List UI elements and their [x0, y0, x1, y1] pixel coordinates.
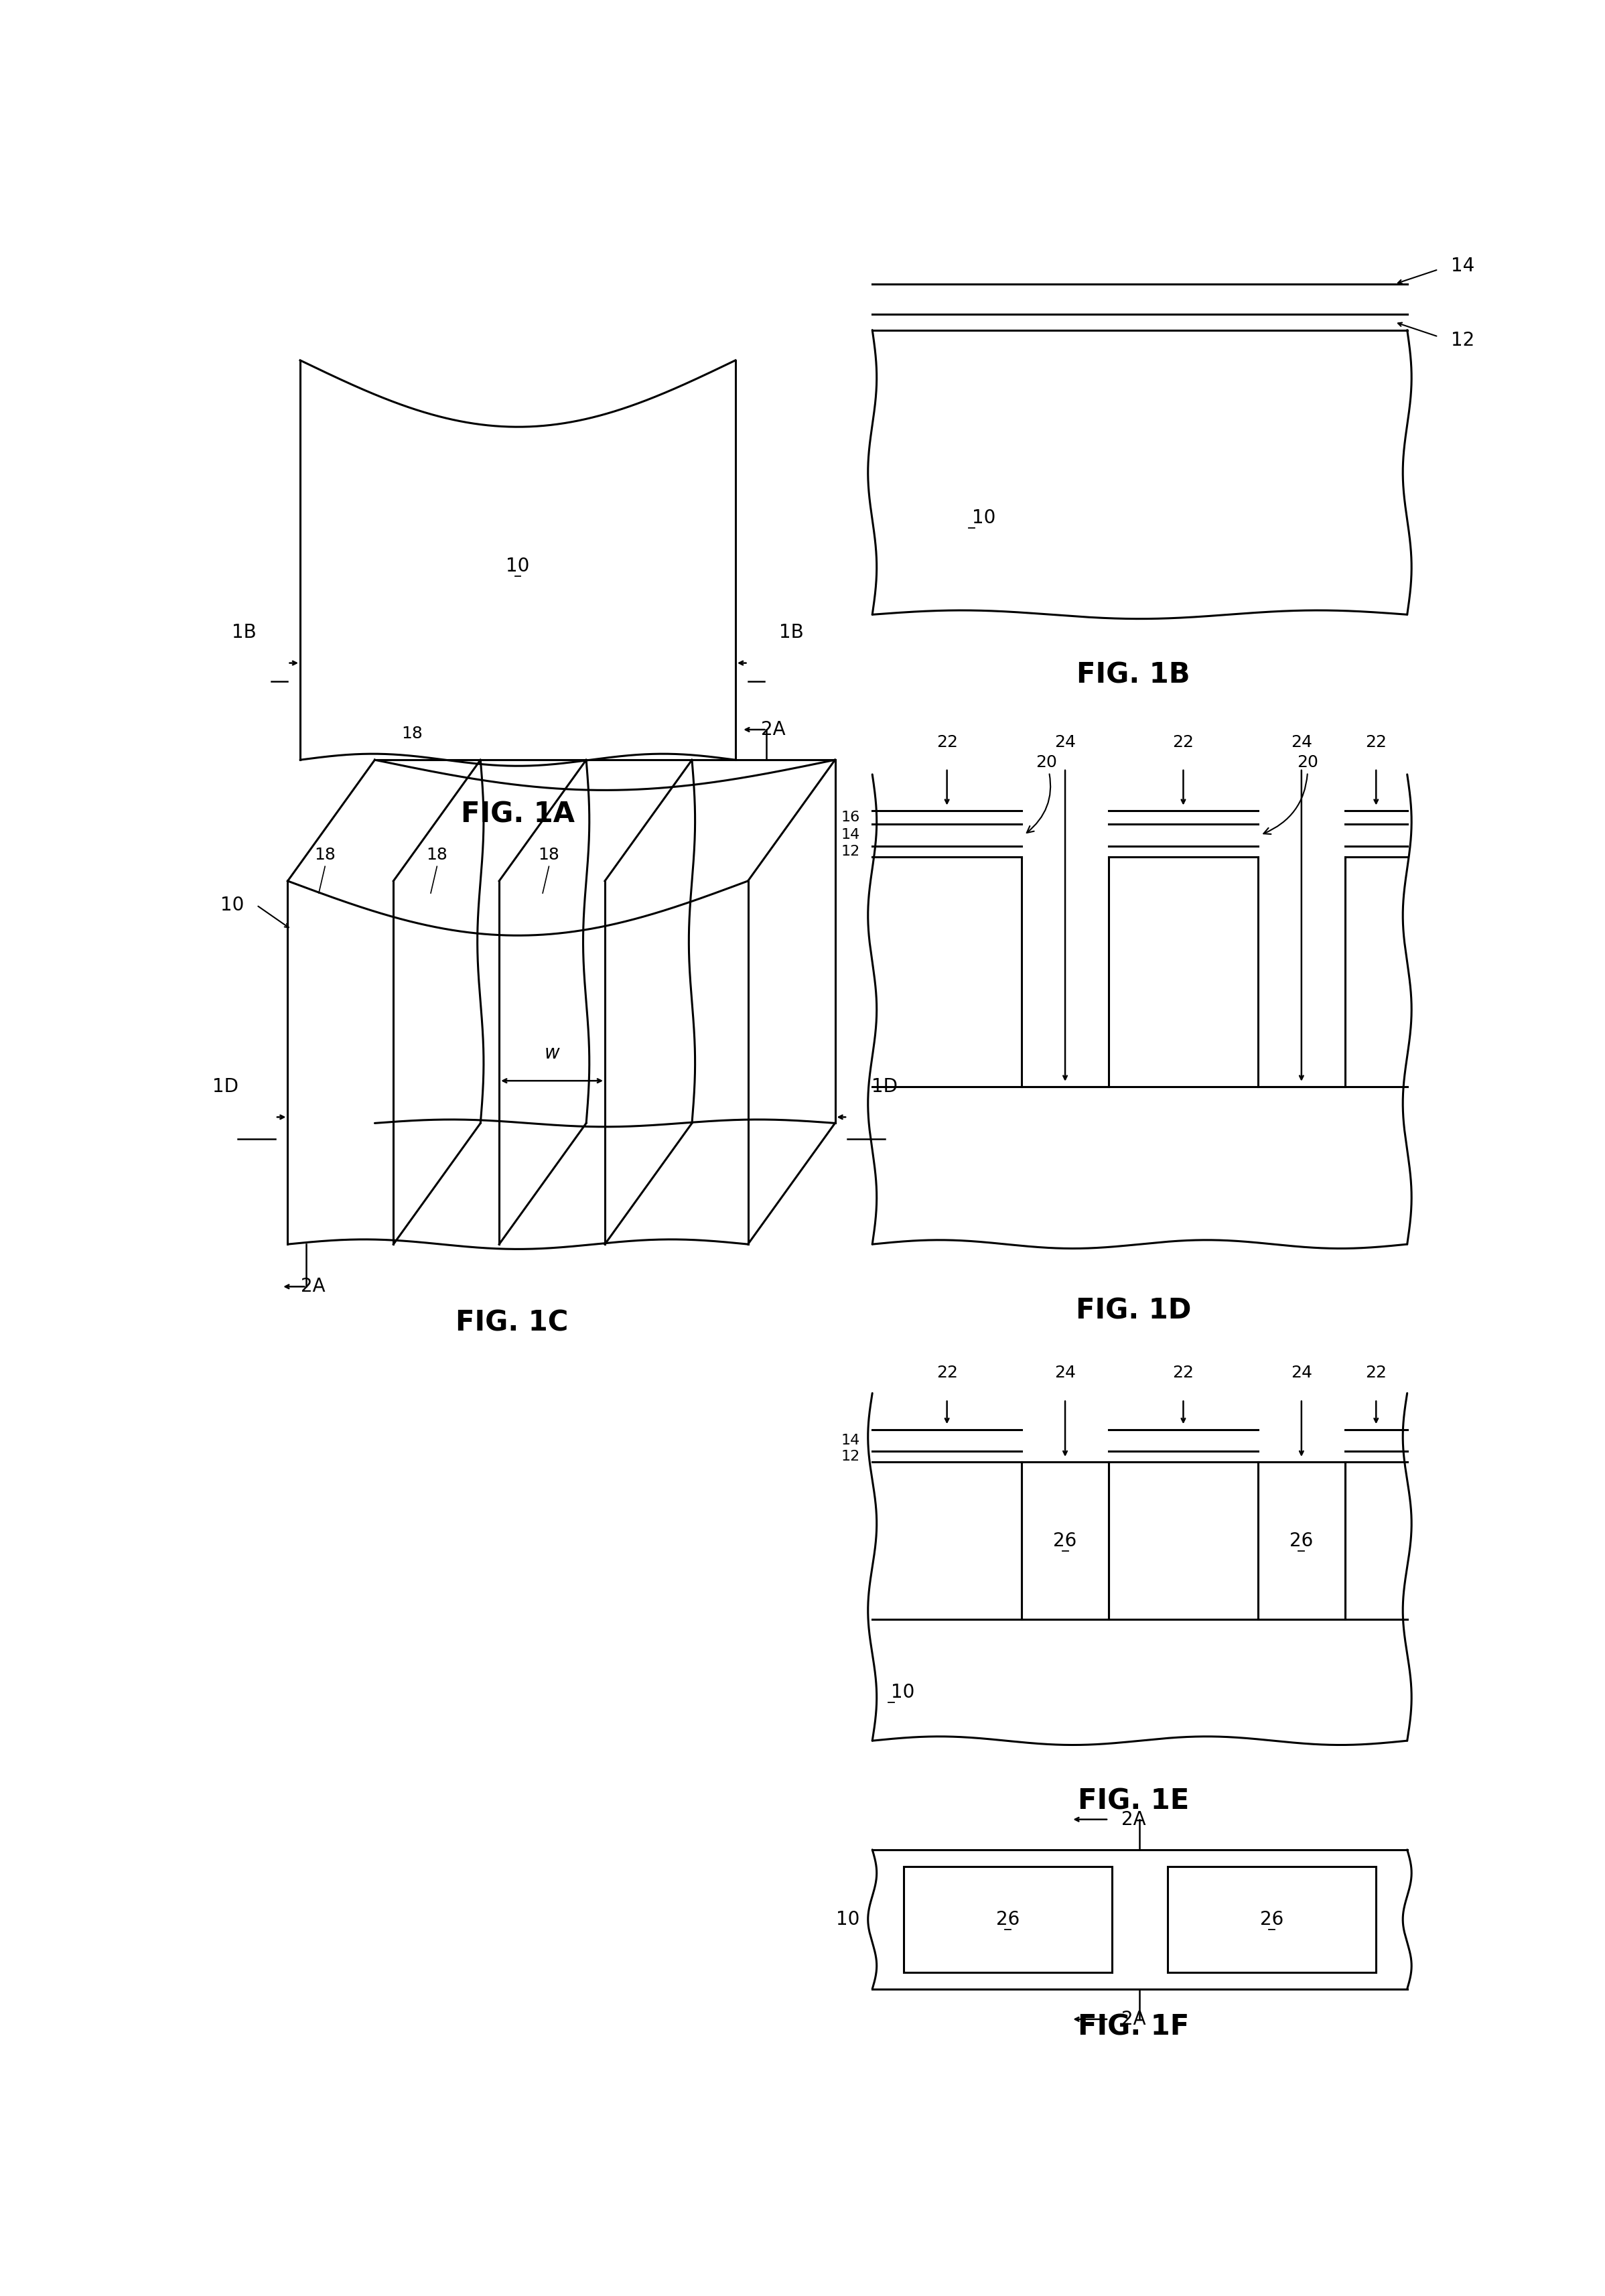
Text: 24: 24: [1054, 1366, 1075, 1382]
Text: 26: 26: [1053, 1531, 1077, 1550]
Text: 26: 26: [1290, 1531, 1313, 1550]
Text: 22: 22: [1366, 735, 1387, 751]
Text: FIG. 1E: FIG. 1E: [1079, 1786, 1189, 1816]
Bar: [1258, 1463, 1345, 1619]
Text: 20: 20: [1263, 755, 1318, 833]
Bar: [1168, 1867, 1375, 1972]
Text: FIG. 1C: FIG. 1C: [456, 1309, 568, 1336]
Text: 1D: 1D: [212, 1077, 239, 1095]
Text: 18: 18: [538, 847, 560, 863]
Text: 10: 10: [973, 507, 995, 528]
Text: 24: 24: [1290, 1366, 1313, 1382]
Text: 22: 22: [1173, 1366, 1194, 1382]
Text: 22: 22: [1173, 735, 1194, 751]
Text: 16: 16: [841, 810, 860, 824]
Text: 2A: 2A: [1122, 1809, 1146, 1830]
Text: 10: 10: [506, 556, 530, 576]
Text: 18: 18: [315, 847, 335, 863]
Text: 18: 18: [401, 726, 422, 742]
Text: 14: 14: [841, 1433, 860, 1446]
Text: FIG. 1F: FIG. 1F: [1079, 2014, 1189, 2041]
Bar: [1022, 1463, 1109, 1619]
Text: 10: 10: [220, 895, 244, 914]
Text: 22: 22: [936, 1366, 958, 1382]
Text: 12: 12: [841, 1451, 860, 1463]
Text: 24: 24: [1290, 735, 1313, 751]
Text: 14: 14: [1451, 257, 1475, 276]
Text: 1D: 1D: [872, 1077, 897, 1095]
Text: 10: 10: [891, 1683, 915, 1701]
Text: 18: 18: [427, 847, 448, 863]
Text: 2A: 2A: [1122, 2009, 1146, 2030]
Text: 2A: 2A: [300, 1277, 326, 1295]
Text: FIG. 1A: FIG. 1A: [461, 801, 575, 829]
Text: 12: 12: [1451, 331, 1475, 349]
Text: w: w: [544, 1045, 560, 1063]
Bar: [904, 1867, 1112, 1972]
Text: 1B: 1B: [778, 622, 804, 643]
Text: 2A: 2A: [761, 721, 785, 739]
Text: 22: 22: [936, 735, 958, 751]
Text: 22: 22: [1366, 1366, 1387, 1382]
Text: 26: 26: [1260, 1910, 1284, 1929]
Text: 20: 20: [1027, 755, 1058, 833]
Text: FIG. 1D: FIG. 1D: [1075, 1297, 1191, 1325]
Text: 10: 10: [836, 1910, 860, 1929]
Text: 26: 26: [995, 1910, 1019, 1929]
Text: 14: 14: [841, 829, 860, 843]
Text: FIG. 1B: FIG. 1B: [1077, 661, 1191, 689]
Text: 12: 12: [841, 845, 860, 859]
Text: 1B: 1B: [231, 622, 257, 643]
Text: 24: 24: [1054, 735, 1075, 751]
